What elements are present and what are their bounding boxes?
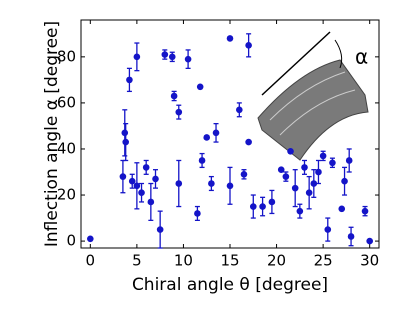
point: [296, 207, 304, 215]
point: [175, 180, 183, 187]
x-axis-label: Chiral angle θ [degree]: [132, 275, 328, 295]
point: [345, 157, 353, 164]
x-tick-label: 5: [132, 252, 142, 270]
point: [236, 106, 243, 114]
point: [366, 237, 373, 245]
inset-line: [261, 31, 331, 96]
point: [282, 173, 290, 180]
angle-arc: [334, 39, 343, 69]
point: [319, 152, 327, 160]
point: [87, 235, 94, 243]
point: [212, 129, 220, 137]
point: [324, 226, 332, 233]
nanotube-shade: [269, 71, 356, 136]
y-tick-label: 0: [66, 232, 76, 250]
point: [156, 226, 164, 233]
point: [170, 92, 178, 100]
point: [196, 83, 204, 91]
point: [142, 164, 150, 171]
point: [315, 168, 322, 176]
point: [133, 53, 141, 61]
point: [245, 42, 252, 49]
point: [338, 205, 346, 213]
y-tick-label: 20: [57, 186, 76, 204]
point: [121, 129, 129, 137]
point: [138, 189, 145, 197]
point: [133, 182, 141, 190]
point: [152, 175, 159, 183]
inset: α: [257, 31, 369, 161]
point: [198, 157, 206, 164]
point: [287, 147, 294, 155]
point: [175, 108, 183, 116]
y-axis-label: Inflection angle α [degree]: [42, 21, 62, 247]
y-tick-label: 60: [57, 93, 76, 111]
nanotube: [257, 59, 369, 161]
point: [126, 76, 133, 84]
x-tick-label: 30: [360, 252, 379, 270]
point: [119, 173, 127, 180]
point: [184, 55, 192, 63]
y-tick-label: 40: [57, 139, 76, 157]
point: [310, 180, 318, 187]
point: [240, 171, 248, 178]
x-tick-label: 0: [86, 252, 96, 270]
point: [147, 198, 155, 206]
x-tick-label: 20: [267, 252, 286, 270]
point: [259, 203, 266, 210]
x-tick-label: 10: [174, 252, 193, 270]
point: [305, 189, 313, 197]
point: [361, 207, 369, 215]
point: [128, 177, 136, 185]
point: [161, 51, 169, 58]
point: [203, 134, 211, 141]
point: [341, 177, 348, 185]
y-tick-label: 80: [57, 47, 76, 65]
point: [208, 180, 215, 187]
point: [268, 198, 276, 206]
inset-label: α: [355, 45, 368, 69]
point: [291, 184, 299, 192]
point: [245, 138, 252, 146]
point: [226, 182, 234, 190]
point: [301, 164, 308, 171]
point: [122, 138, 129, 146]
x-tick-label: 25: [314, 252, 333, 270]
point: [194, 210, 201, 217]
x-tick-label: 15: [220, 252, 239, 270]
point: [168, 53, 176, 61]
point: [347, 233, 355, 240]
point: [226, 35, 234, 42]
point: [329, 159, 336, 167]
point: [249, 203, 257, 210]
point: [277, 166, 285, 173]
